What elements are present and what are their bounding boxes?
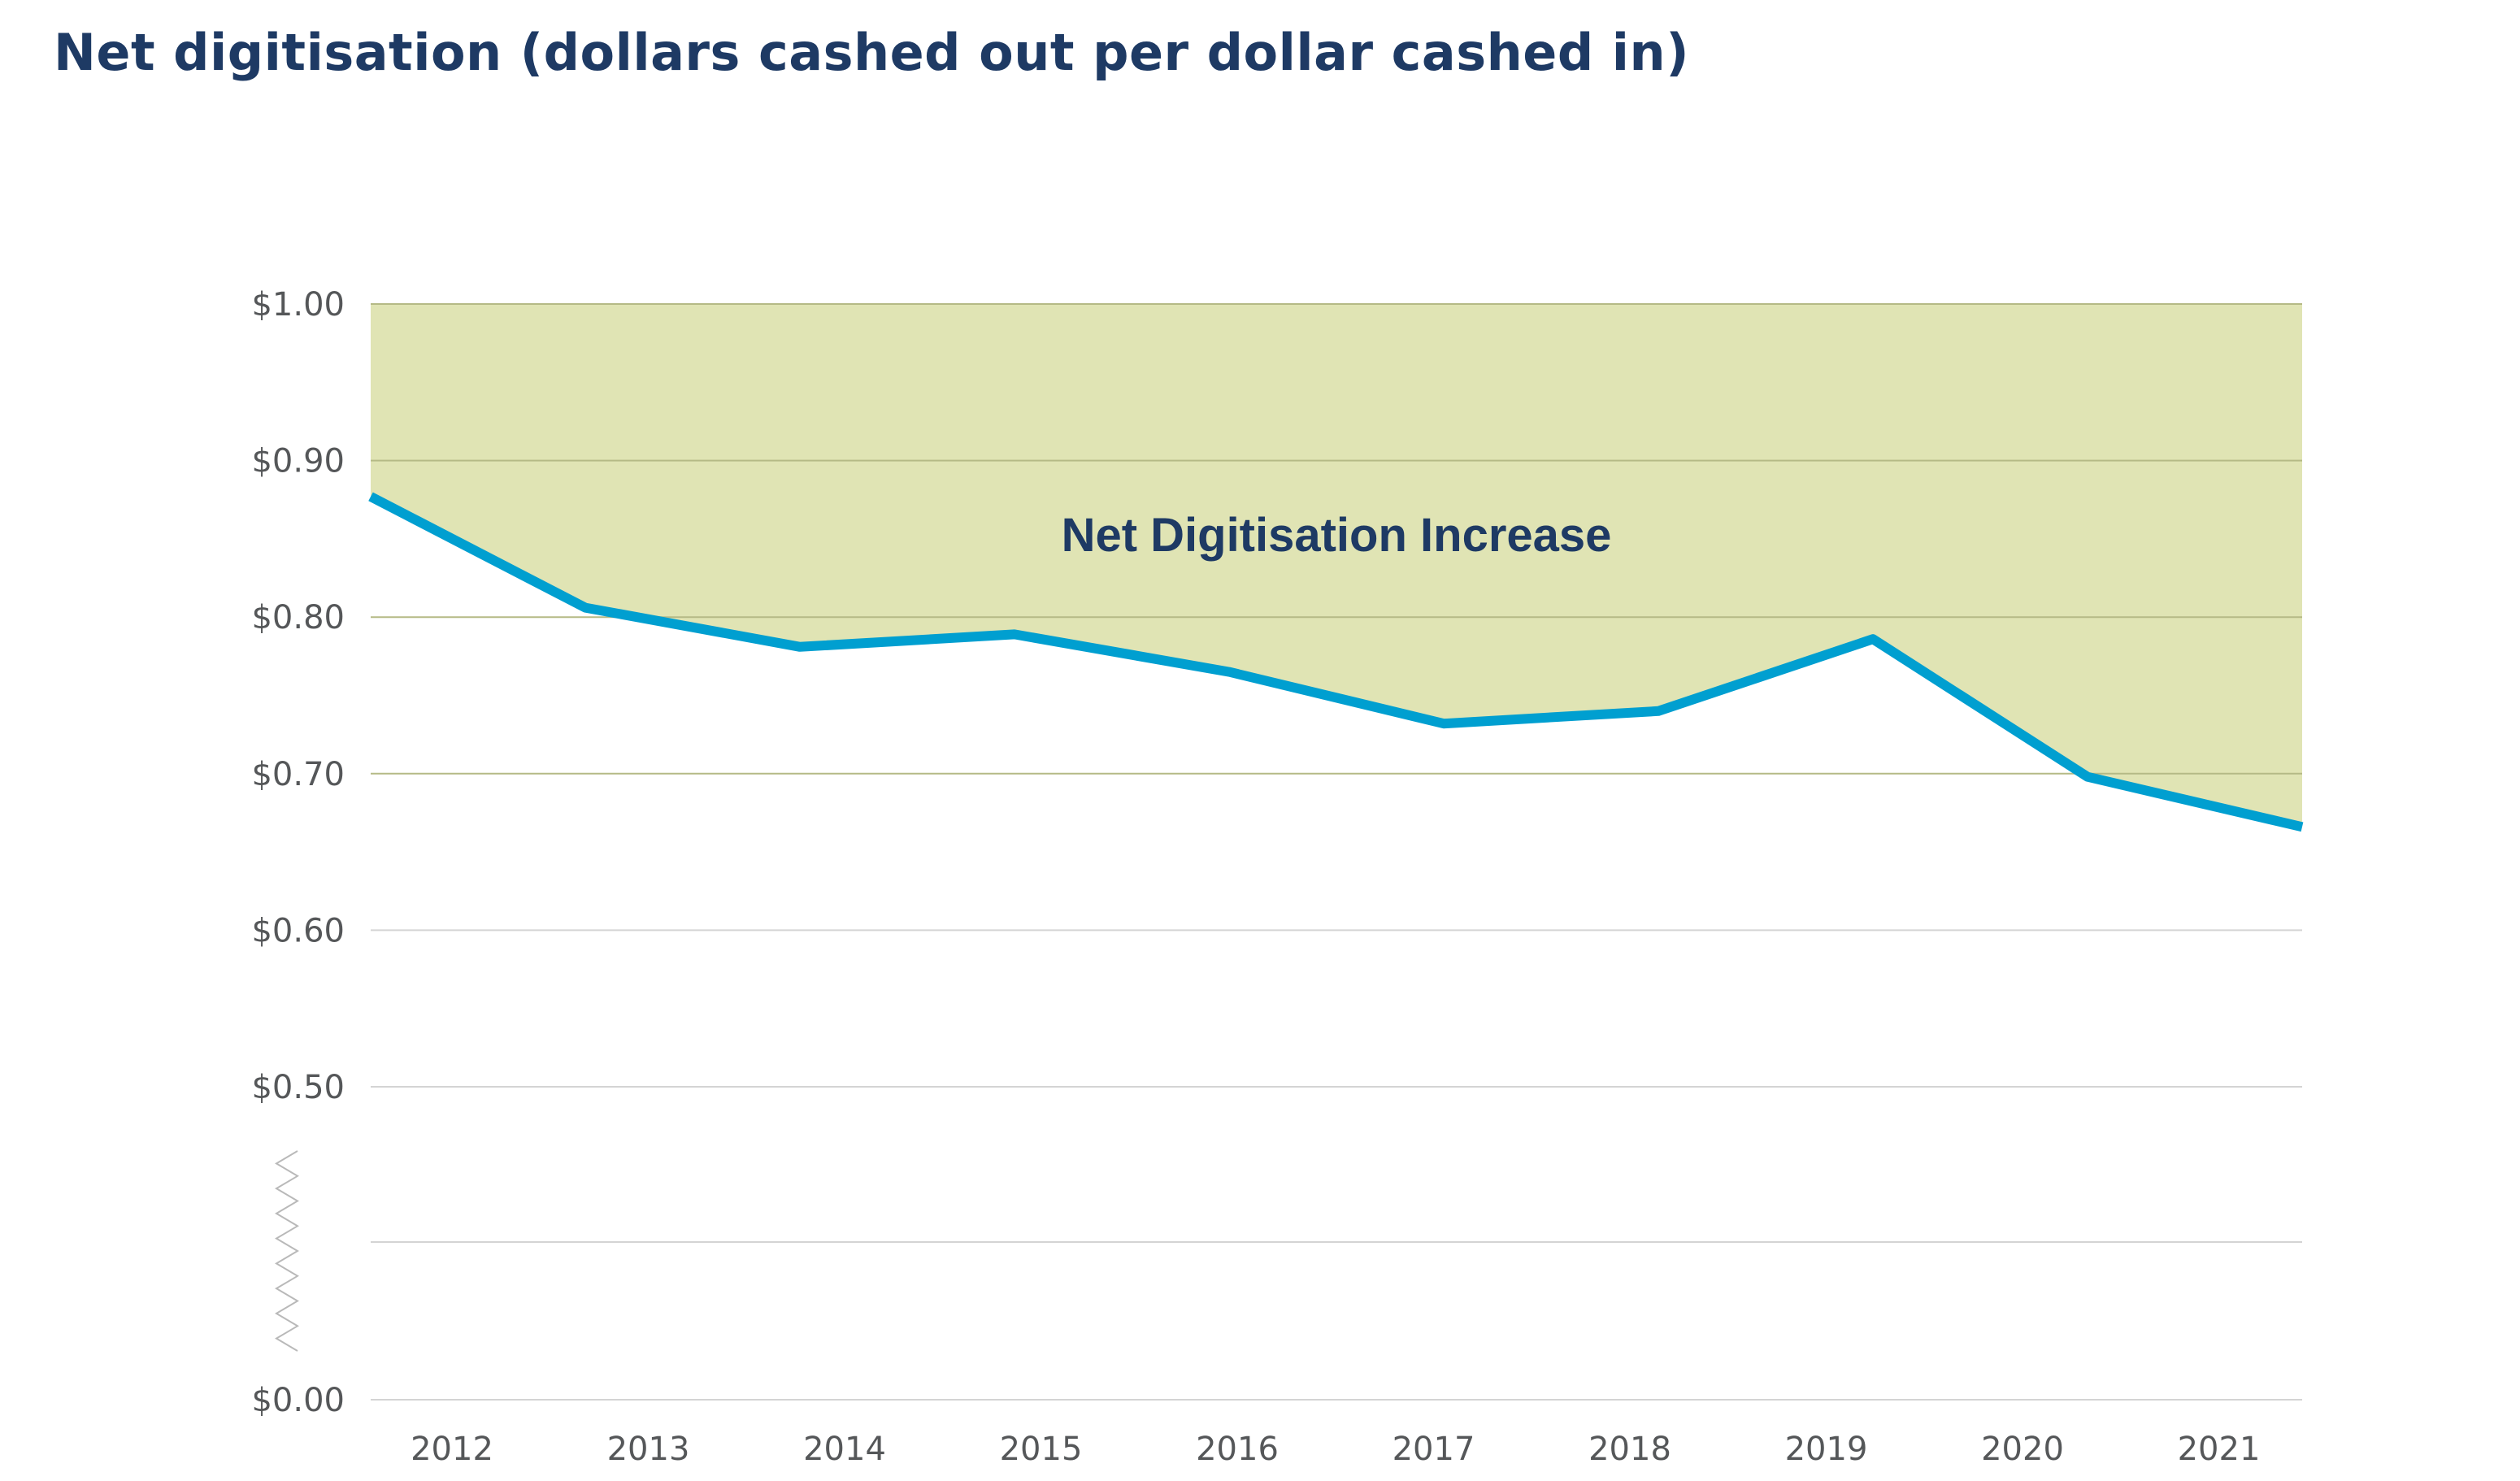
data-point [1868,634,1878,644]
y-tick-label: $0.60 [251,912,345,949]
x-tick-label: 2013 [607,1431,690,1468]
data-point [1439,719,1449,728]
x-tick-label: 2020 [1981,1431,2064,1468]
x-tick-label: 2015 [1000,1431,1083,1468]
y-tick-label: $0.00 [251,1382,345,1419]
x-tick-label: 2016 [1196,1431,1279,1468]
y-tick-label: $0.80 [251,599,345,636]
y-tick-label: $0.90 [251,443,345,480]
y-tick-label: $1.00 [251,286,345,324]
x-tick-label: 2017 [1393,1431,1475,1468]
annotation-label: Net Digitisation Increase [1062,509,1612,562]
data-point [795,642,805,652]
chart-title: Net digitisation (dollars cashed out per… [54,23,1690,82]
x-tick-label: 2019 [1785,1431,1868,1468]
data-point [1224,667,1234,677]
data-point [1010,629,1019,639]
net-digitisation-area [371,304,2302,827]
x-tick-label: 2012 [411,1431,493,1468]
data-point [2297,822,2307,832]
data-point [366,492,376,502]
data-point [580,603,590,613]
axis-break-marker [275,1150,299,1352]
y-tick-label: $0.70 [251,756,345,793]
data-point [2083,772,2092,782]
data-point [1653,706,1663,716]
x-tick-label: 2021 [2178,1431,2261,1468]
x-tick-label: 2018 [1588,1431,1671,1468]
series-line [368,492,2304,832]
y-tick-label: $0.50 [251,1069,345,1106]
x-tick-label: 2014 [803,1431,886,1468]
